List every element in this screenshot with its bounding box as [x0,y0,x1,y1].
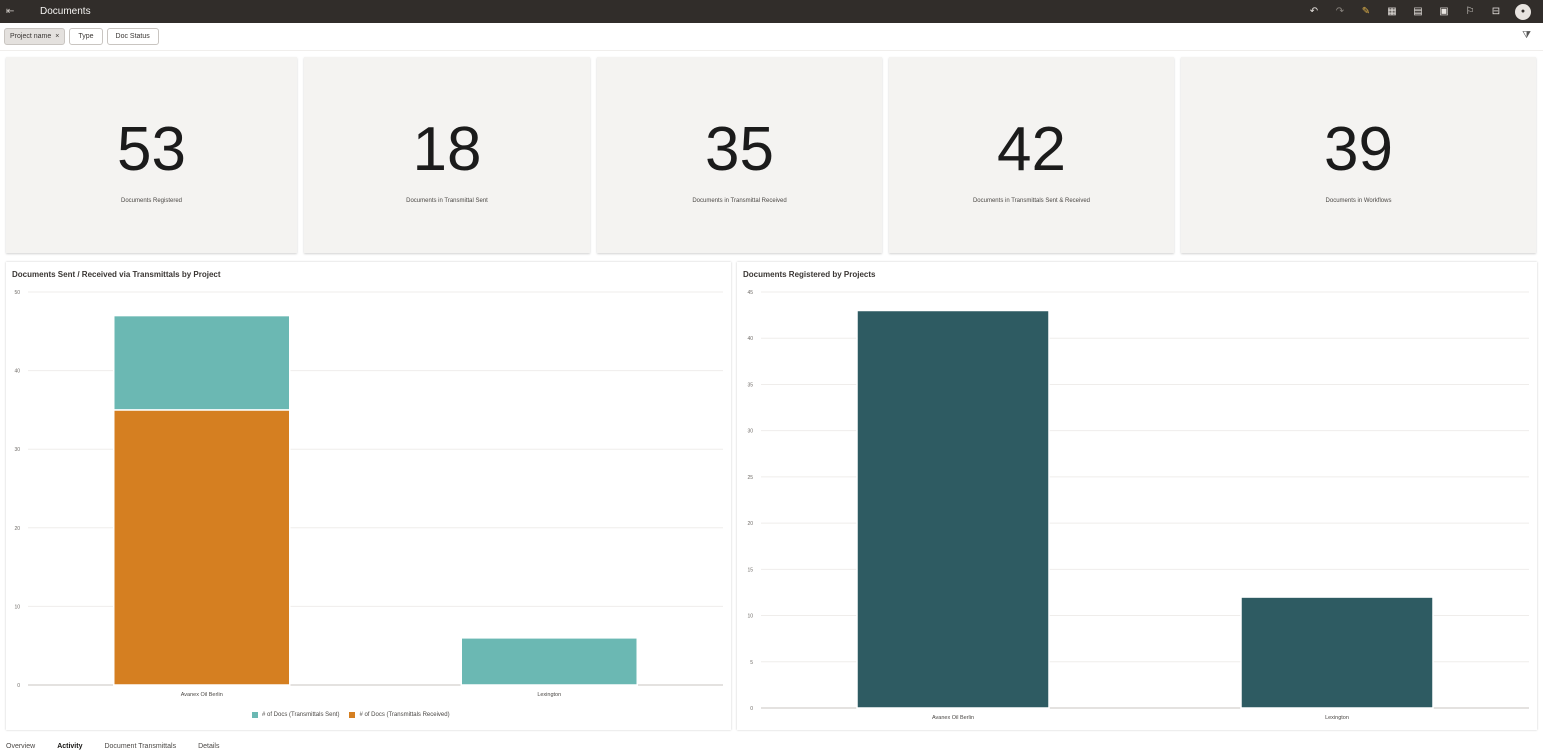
filter-icon[interactable]: ⧩ [1522,30,1531,41]
filter-chip-doc-status[interactable]: Doc Status [106,28,159,45]
y-tick-label: 45 [747,290,753,296]
x-tick-label: Lexington [1325,715,1349,721]
y-tick-label: 20 [747,521,753,527]
kpi-label: Documents in Transmittal Sent [406,198,488,204]
y-tick-label: 20 [14,526,20,532]
kpi-label: Documents in Transmittal Received [692,198,787,204]
y-tick-label: 25 [747,475,753,481]
chart-title: Documents Registered by Projects [743,270,876,279]
back-arrow-icon[interactable]: ⇤ [6,6,15,17]
bar [460,637,638,686]
filter-chip-label: Project name [10,33,52,40]
bottom-tabs: Overview Activity Document Transmittals … [0,736,1543,756]
kpi-tile-documents-registered[interactable]: 53 Documents Registered [6,57,297,253]
tab-details[interactable]: Details [198,742,220,750]
kpi-value: 35 [705,115,774,184]
x-tick-label: Avanex Oil Berlin [932,715,974,721]
kpi-tile-transmittal-sent[interactable]: 18 Documents in Transmittal Sent [304,57,590,253]
list-icon[interactable]: ▤ [1413,6,1423,17]
bookmark-icon[interactable]: ⊟ [1491,6,1501,17]
filter-chip-label: Doc Status [115,33,150,40]
undo-icon[interactable]: ↶ [1309,6,1319,17]
header-actions: ↶ ↷ ✎ ▦ ▤ ▣ ⚐ ⊟ ● [1307,0,1531,23]
edit-icon[interactable]: ✎ [1361,6,1371,17]
kpi-value: 39 [1324,115,1393,184]
bar [856,309,1050,709]
y-tick-label: 15 [747,567,753,573]
y-tick-label: 50 [14,290,20,296]
remove-filter-icon[interactable]: × [55,33,60,40]
filter-chip-project-name[interactable]: Project name × [4,28,66,45]
kpi-tile-transmittals-sent-received[interactable]: 42 Documents in Transmittals Sent & Rece… [889,57,1174,253]
app-header: ⇤ Documents ↶ ↷ ✎ ▦ ▤ ▣ ⚐ ⊟ ● [0,0,1543,23]
legend-label-sent: # of Docs (Transmittals Sent) [262,712,340,718]
y-tick-label: 30 [14,447,20,453]
legend-label-received: # of Docs (Transmittals Received) [359,712,450,718]
redo-icon[interactable]: ↷ [1335,6,1345,17]
y-tick-label: 35 [747,382,753,388]
kpi-value: 53 [117,115,186,184]
kpi-label: Documents in Workflows [1325,198,1392,204]
y-tick-label: 40 [14,369,20,375]
transmittals-bar-chart: 0 10 20 30 40 50 Avanex Oil Berlin Lexington [14,290,723,698]
legend-swatch-received [349,712,356,718]
tab-document-transmittals[interactable]: Document Transmittals [104,742,177,750]
bar [113,409,291,686]
y-tick-label: 40 [747,336,753,342]
tab-overview[interactable]: Overview [6,742,36,750]
y-tick-label: 0 [750,706,753,712]
kpi-value: 18 [412,115,482,184]
filter-chip-type[interactable]: Type [69,28,103,45]
filter-bar: Project name × Type Doc Status ⧩ [0,23,1543,51]
share-icon[interactable]: ⚐ [1465,6,1475,17]
legend-swatch-sent [252,712,258,718]
kpi-tile-workflows[interactable]: 39 Documents in Workflows [1181,57,1536,253]
bar [113,314,291,411]
grid-icon[interactable]: ▦ [1387,6,1397,17]
user-avatar[interactable]: ● [1515,3,1531,20]
kpi-label: Documents Registered [120,198,183,204]
kpi-tile-transmittal-received[interactable]: 35 Documents in Transmittal Received [597,57,882,253]
y-tick-label: 0 [17,683,20,689]
x-tick-label: Lexington [537,692,561,698]
page-title: Documents [40,6,91,17]
y-tick-label: 5 [750,660,753,666]
registered-bar-chart: 0 5 10 15 20 25 30 35 40 45 Avanex Oil Berlin Lexin… [747,290,1529,721]
chart-panel-transmittals: Documents Sent / Received via Transmitta… [6,262,731,730]
chart-title: Documents Sent / Received via Transmitta… [12,270,221,279]
chart-panel-registered: Documents Registered by Projects 0 5 10 15 2… [737,262,1537,730]
kpi-label: Documents in Transmittals Sent & Receive… [972,198,1091,204]
y-tick-label: 10 [14,604,20,610]
kpi-value: 42 [997,115,1066,184]
tab-activity[interactable]: Activity [57,742,83,750]
bar [1240,596,1434,709]
y-tick-label: 10 [747,614,753,620]
save-icon[interactable]: ▣ [1439,6,1449,17]
x-tick-label: Avanex Oil Berlin [181,692,223,698]
filter-chip-label: Type [78,33,94,40]
chart-legend: # of Docs (Transmittals Sent) # of Docs … [252,712,450,718]
y-tick-label: 30 [747,429,753,435]
